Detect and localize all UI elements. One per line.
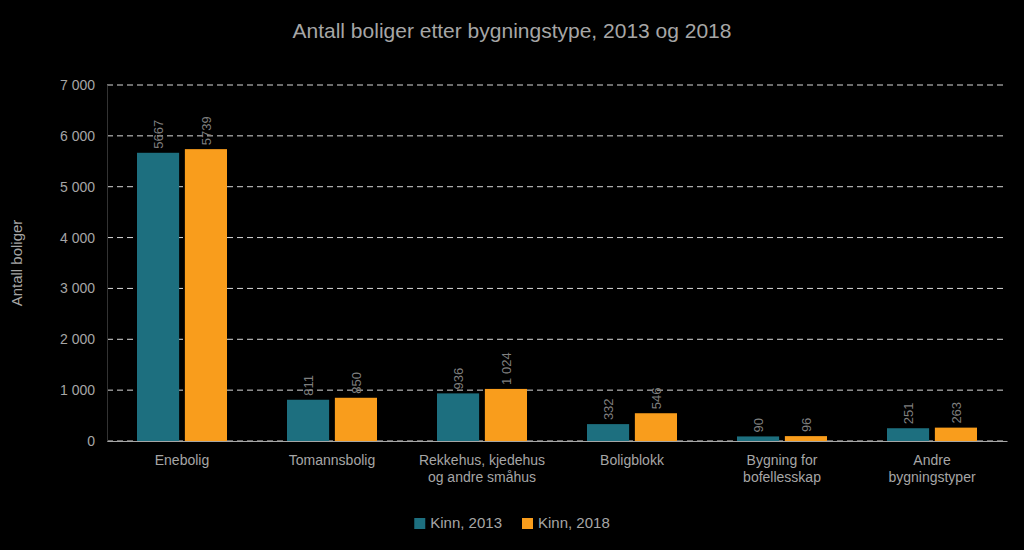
y-tick: 4 000 [60, 230, 107, 246]
background [0, 0, 1024, 550]
grid-line [107, 237, 1007, 238]
grid-line [107, 288, 1007, 289]
x-tick: Rekkehus, kjedehusog andre småhus [419, 441, 545, 485]
x-tick: Andrebygningstyper [888, 441, 976, 485]
legend-item: Kinn, 2018 [522, 514, 610, 531]
grid-line [107, 135, 1007, 136]
legend-label: Kinn, 2018 [538, 514, 610, 531]
x-tick-label: Rekkehus, kjedehusog andre småhus [419, 452, 545, 485]
bar [935, 428, 977, 441]
x-tick-label-line: bofellesskap [743, 469, 821, 485]
grid-line [107, 441, 1007, 442]
y-axis: 0 1 000 2 000 3 000 4 000 5 000 6 000 7 000 [60, 77, 108, 449]
legend-swatch [414, 518, 425, 529]
legend-item: Kinn, 2013 [414, 514, 502, 531]
y-axis-title: Antall boliger [8, 220, 25, 307]
chart: Antall boliger etter bygningstype, 2013 … [0, 0, 1024, 550]
x-tick-label: Bygning forbofellesskap [743, 452, 821, 485]
data-label: 251 [901, 403, 916, 425]
y-tick-label: 2 000 [60, 331, 95, 347]
y-tick-label: 3 000 [60, 280, 95, 296]
x-tick-label-line: Andre [913, 452, 951, 468]
data-label: 5667 [151, 120, 166, 149]
x-axis: Enebolig Tomannsbolig Rekkehus, kjedehusog… [108, 441, 1008, 485]
grid-line [107, 186, 1007, 187]
data-label: 811 [301, 375, 316, 396]
y-tick: 6 000 [60, 128, 107, 144]
x-tick-label: Andrebygningstyper [888, 452, 976, 485]
x-tick: Tomannsbolig [289, 441, 375, 468]
data-label: 850 [349, 372, 364, 394]
title: Antall boliger etter bygningstype, 2013 … [293, 19, 732, 42]
x-axis-line [108, 441, 1008, 442]
x-tick-label-line: Bygning for [747, 452, 818, 468]
y-tick-label: 5 000 [60, 179, 95, 195]
bar [137, 153, 179, 441]
y-tick: 7 000 [60, 77, 107, 93]
data-label: 263 [949, 402, 964, 424]
y-tick-label: 4 000 [60, 230, 95, 246]
x-tick-label-line: Enebolig [155, 452, 210, 468]
x-tick: Boligblokk [600, 441, 665, 468]
x-tick-label: Boligblokk [600, 452, 665, 468]
y-tick: 5 000 [60, 179, 107, 195]
data-label: 546 [649, 388, 664, 410]
y-tick-label: 7 000 [60, 77, 95, 93]
grid-line [107, 390, 1007, 391]
x-tick-label-line: bygningstyper [888, 469, 976, 485]
data-labels: 5667 811 936 332 90 251 5739 850 1 024 546 96 263 [151, 116, 964, 432]
bar [335, 398, 377, 441]
y-axis-line [107, 86, 108, 442]
bars [137, 149, 977, 441]
y-tick: 2 000 [60, 331, 107, 347]
bar [635, 413, 677, 441]
bar [737, 436, 779, 441]
y-tick: 1 000 [60, 382, 107, 398]
bar [437, 393, 479, 441]
bar [887, 428, 929, 441]
y-tick-label: 1 000 [60, 382, 95, 398]
data-label: 1 024 [499, 352, 514, 385]
x-tick-label: Enebolig [155, 452, 210, 468]
x-tick-label-line: Boligblokk [600, 452, 665, 468]
grid-line [107, 339, 1007, 340]
bar [185, 149, 227, 441]
y-tick-label: 6 000 [60, 128, 95, 144]
data-label: 90 [751, 418, 766, 432]
x-tick-label: Tomannsbolig [289, 452, 375, 468]
plot: 0 1 000 2 000 3 000 4 000 5 000 6 000 7 000 Eneb… [60, 77, 1008, 485]
data-label: 5739 [199, 116, 214, 145]
data-label: 96 [799, 418, 814, 432]
y-tick: 0 [87, 433, 107, 449]
x-tick-label-line: Rekkehus, kjedehus [419, 452, 545, 468]
data-label: 936 [451, 368, 466, 390]
grid [107, 85, 1007, 441]
bar [485, 389, 527, 441]
legend: Kinn, 2013 Kinn, 2018 [414, 514, 609, 531]
y-tick-label: 0 [87, 433, 95, 449]
y-tick: 3 000 [60, 280, 107, 296]
x-tick-label-line: Tomannsbolig [289, 452, 375, 468]
data-label: 332 [601, 398, 616, 420]
grid-line [107, 85, 1007, 86]
legend-label: Kinn, 2013 [430, 514, 502, 531]
x-tick-label-line: og andre småhus [428, 469, 536, 485]
bar [587, 424, 629, 441]
legend-swatch [522, 518, 533, 529]
bar [287, 400, 329, 441]
x-tick: Enebolig [155, 441, 210, 468]
bar [785, 436, 827, 441]
x-tick: Bygning forbofellesskap [743, 441, 821, 485]
